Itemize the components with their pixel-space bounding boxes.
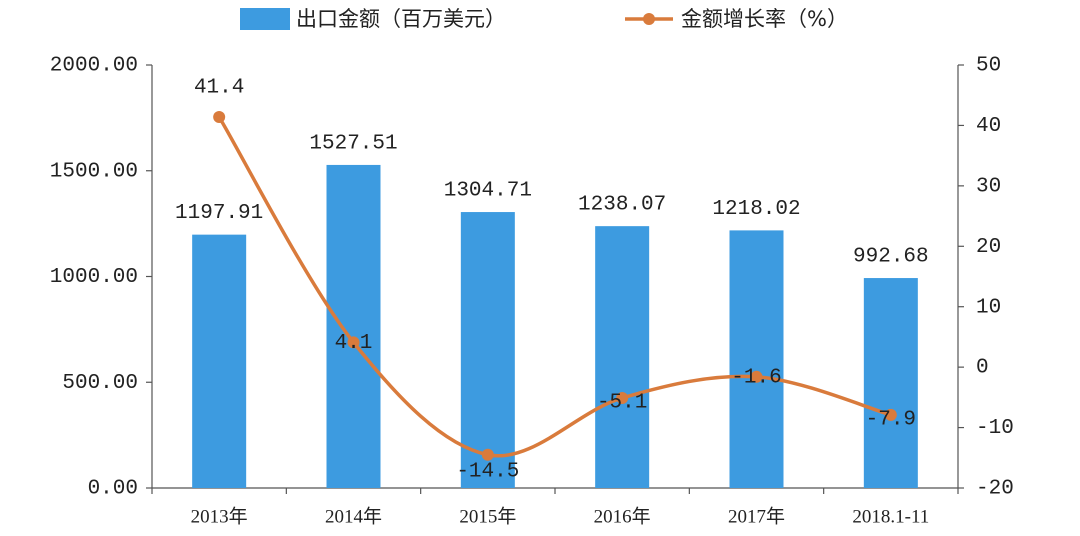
bar-value-label: 1238.07 [578,194,666,217]
y2-tick-label: -20 [976,478,1014,501]
y-tick-label: 1000.00 [50,266,138,289]
line-value-label: -5.1 [597,392,647,415]
x-tick-label: 2015年 [459,505,516,527]
y2-tick-label: 20 [976,236,1001,259]
x-tick-label: 2014年 [325,505,382,527]
line-marker [750,370,763,383]
legend-swatch [240,8,290,30]
line [217,116,892,458]
line-value-label: -1.6 [731,366,781,389]
line-value-label: -7.9 [866,408,916,431]
y2-tick-label: 0 [976,357,989,380]
x-tick-label: 2016年 [594,505,651,527]
y2-tick-label: -10 [976,417,1014,440]
bar-value-label: 992.68 [853,246,929,269]
line-value-label: 41.4 [194,77,244,100]
bar [729,230,784,488]
y2-tick-label: 30 [976,175,1001,198]
bar-value-label: 1197.91 [175,202,263,225]
bar-value-label: 1218.02 [712,198,800,221]
x-tick-label: 2013年 [191,505,248,527]
y-tick-label: 0.00 [88,478,138,501]
line-marker [481,448,494,461]
legend-label: 出口金额（百万美元） [296,7,506,31]
y-tick-label: 500.00 [62,372,138,395]
y2-tick-label: 10 [976,296,1001,319]
bar [595,226,650,488]
line-marker [616,391,629,404]
legend-label: 金额增长率（%） [681,7,848,31]
bar [326,164,381,488]
bar [863,278,918,488]
bar-value-label: 1527.51 [309,132,397,155]
line-value-label: 4.1 [335,332,373,355]
x-tick-label: 2018.1-11 [852,506,929,527]
bar [192,234,247,488]
y-tick-label: 2000.00 [50,55,138,78]
line-marker [347,336,360,349]
y-tick-label: 1500.00 [50,160,138,183]
x-tick-label: 2017年 [728,505,785,527]
line-value-label: -14.5 [456,460,519,483]
line-marker [884,408,897,421]
y2-tick-label: 40 [976,115,1001,138]
bar-value-label: 1304.71 [444,180,532,203]
bar [460,212,515,488]
legend-swatch-marker [643,13,655,25]
y2-tick-label: 50 [976,55,1001,78]
line-marker [213,110,226,123]
